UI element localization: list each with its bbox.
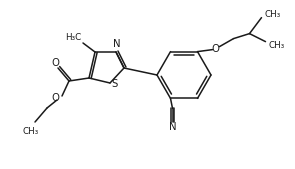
Text: CH₃: CH₃ xyxy=(268,41,285,50)
Text: O: O xyxy=(51,58,59,68)
Text: O: O xyxy=(51,93,59,103)
Text: CH₃: CH₃ xyxy=(265,10,281,19)
Text: N: N xyxy=(169,122,176,132)
Text: S: S xyxy=(112,79,118,89)
Text: N: N xyxy=(113,39,121,49)
Text: CH₃: CH₃ xyxy=(23,127,39,137)
Text: H₃C: H₃C xyxy=(65,32,81,42)
Text: O: O xyxy=(212,44,219,54)
